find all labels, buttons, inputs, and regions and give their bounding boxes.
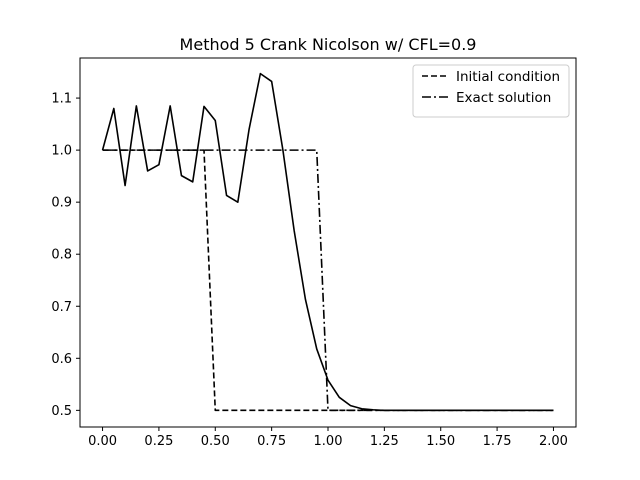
series-layer [101, 72, 554, 412]
legend-label: Exact solution [456, 90, 551, 106]
legend: Initial condition Exact solution [412, 64, 570, 118]
x-tick-label: 0.00 [88, 434, 117, 449]
y-tick-label: 1.1 [51, 92, 72, 107]
x-axis: 0.00 0.25 0.50 0.75 1.00 1.25 1.50 1.75 2.00 [88, 427, 568, 449]
y-tick-label: 0.6 [51, 352, 72, 367]
y-tick-label: 0.9 [51, 196, 72, 211]
x-tick-label: 0.50 [201, 434, 230, 449]
series-line-numerical-2 [101, 72, 554, 412]
x-tick-label: 1.00 [314, 434, 343, 449]
y-tick-label: 0.7 [51, 300, 72, 315]
x-tick-label: 2.00 [539, 434, 568, 449]
y-tick-label: 0.8 [51, 248, 72, 263]
y-tick-label: 1.0 [51, 144, 72, 159]
legend-box [412, 64, 570, 118]
y-axis: 0.5 0.6 0.7 0.8 0.9 1.0 1.1 [51, 92, 80, 419]
x-tick-label: 0.75 [257, 434, 286, 449]
x-tick-label: 1.75 [483, 434, 512, 449]
series-line-exact-solution [102, 149, 554, 412]
x-tick-label: 1.50 [426, 434, 455, 449]
chart-title: Method 5 Crank Nicolson w/ CFL=0.9 [180, 35, 477, 54]
x-tick-label: 1.25 [370, 434, 399, 449]
legend-label: Initial condition [456, 69, 560, 85]
x-tick-label: 0.25 [144, 434, 173, 449]
y-tick-label: 0.5 [51, 404, 72, 419]
